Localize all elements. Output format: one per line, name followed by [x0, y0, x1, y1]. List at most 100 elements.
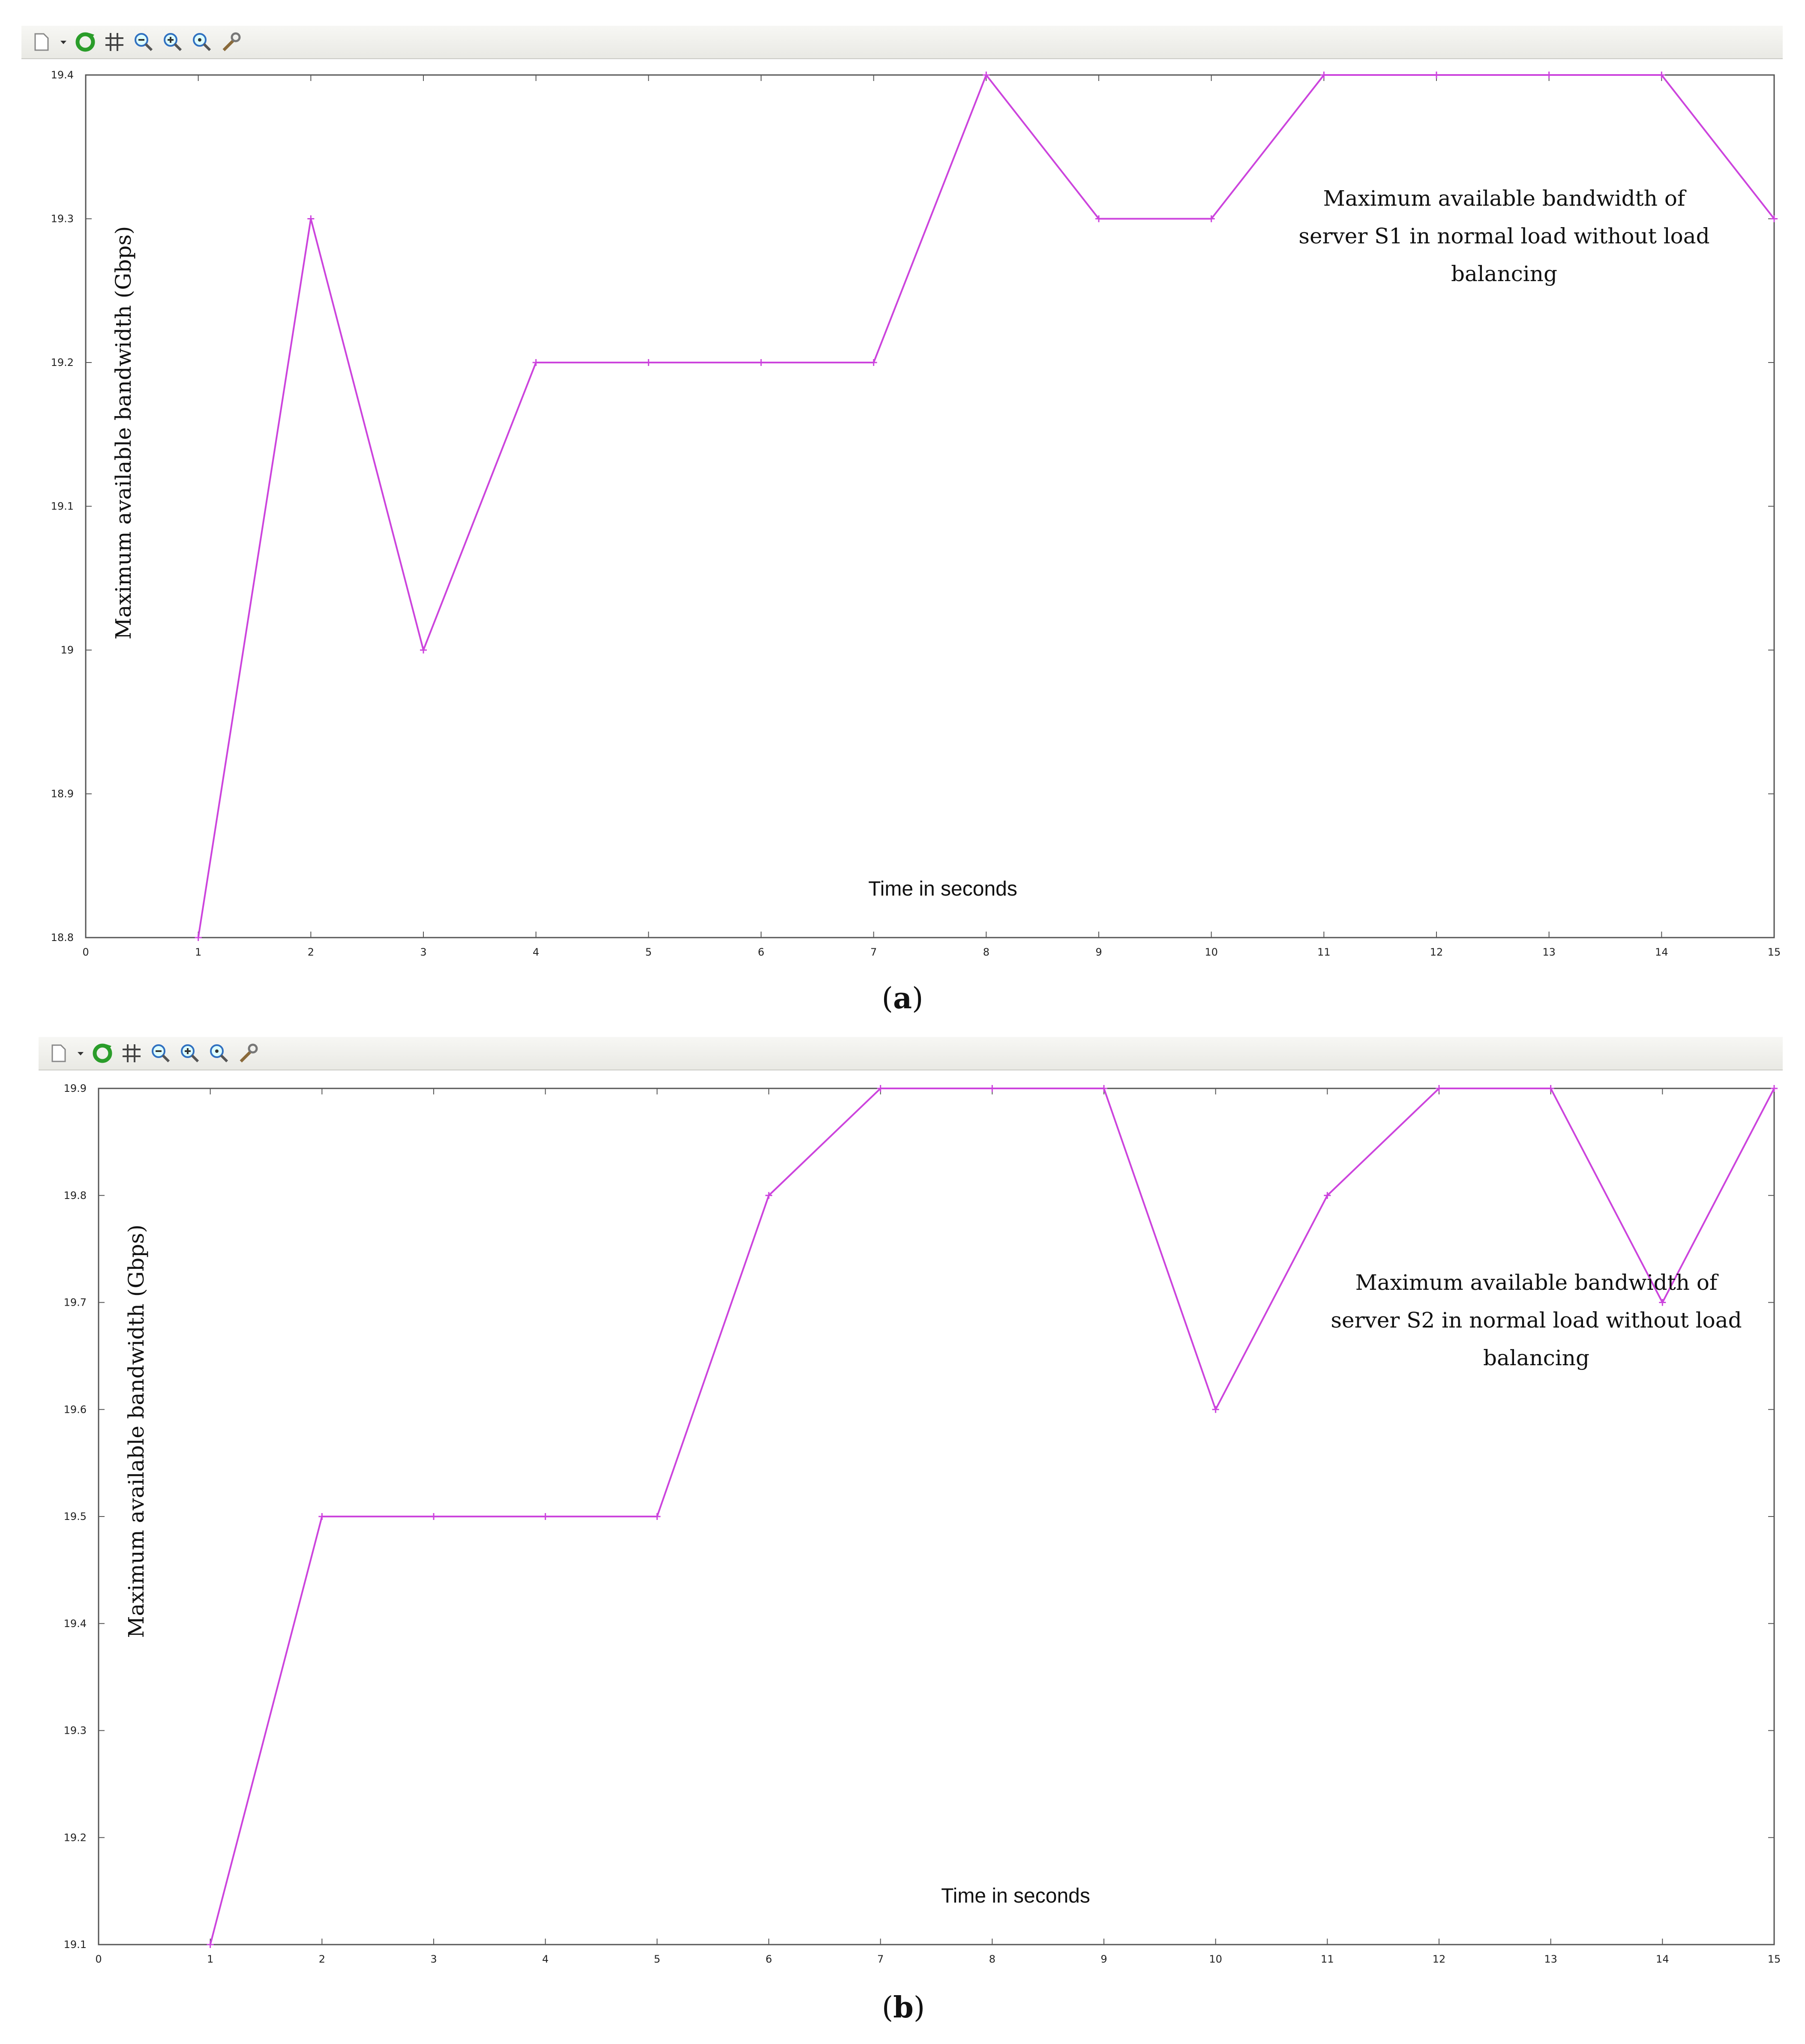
- x-tick-label: 11: [1321, 1953, 1334, 1965]
- x-tick-label: 5: [654, 1953, 660, 1965]
- x-tick-label: 6: [758, 946, 764, 958]
- annotation-line: balancing: [1483, 1346, 1589, 1370]
- x-tick-label: 6: [765, 1953, 772, 1965]
- data-point: [207, 1941, 214, 1948]
- data-point: [1208, 215, 1215, 222]
- settings-wrench-icon[interactable]: [219, 30, 243, 54]
- data-point: [1771, 215, 1778, 222]
- x-tick-label: 3: [430, 1953, 437, 1965]
- x-tick-label: 12: [1430, 946, 1443, 958]
- data-point: [1212, 1406, 1219, 1413]
- settings-wrench-icon[interactable]: [237, 1042, 260, 1065]
- data-point: [1547, 1085, 1554, 1092]
- zoom-in-icon[interactable]: [161, 30, 184, 54]
- y-tick-label: 19.2: [51, 357, 74, 369]
- x-axis-label: Time in seconds: [941, 1885, 1090, 1907]
- x-tick-label: 13: [1544, 1953, 1557, 1965]
- new-figure-icon[interactable]: [30, 30, 53, 54]
- y-tick-label: 18.9: [51, 788, 74, 800]
- annotation-line: balancing: [1451, 261, 1557, 286]
- data-point: [1433, 72, 1440, 78]
- y-tick-label: 19.5: [64, 1511, 87, 1523]
- data-point: [1545, 72, 1553, 78]
- data-point: [645, 359, 652, 366]
- data-point: [1100, 1085, 1107, 1092]
- data-point: [765, 1192, 772, 1199]
- data-point: [195, 934, 202, 941]
- data-point: [542, 1513, 549, 1520]
- x-tick-label: 4: [533, 946, 539, 958]
- data-point: [1436, 1085, 1442, 1092]
- data-point: [1658, 72, 1665, 78]
- annotation-line: server S1 in normal load without load: [1298, 224, 1709, 249]
- data-point: [420, 647, 427, 653]
- y-tick-label: 19.9: [64, 1082, 87, 1094]
- x-tick-label: 8: [983, 946, 989, 958]
- grid-icon[interactable]: [120, 1042, 143, 1065]
- x-tick-label: 4: [542, 1953, 549, 1965]
- dropdown-arrow-icon[interactable]: [76, 1042, 85, 1065]
- y-tick-label: 19: [60, 644, 74, 656]
- y-tick-label: 19.3: [64, 1725, 87, 1737]
- series-line: [209, 1088, 1775, 1945]
- annotation-line: Maximum available bandwidth of: [1355, 1270, 1719, 1295]
- data-point: [1095, 215, 1102, 222]
- x-tick-label: 9: [1100, 1953, 1107, 1965]
- x-tick-label: 7: [877, 1953, 884, 1965]
- y-tick-label: 18.8: [51, 932, 74, 944]
- caption-b: (b): [882, 1990, 925, 2025]
- refresh-icon[interactable]: [91, 1042, 114, 1065]
- y-tick-label: 19.8: [64, 1190, 87, 1202]
- x-tick-label: 15: [1768, 1953, 1781, 1965]
- annotation-line: Maximum available bandwidth of: [1323, 186, 1687, 211]
- caption-a: (a): [882, 981, 923, 1016]
- y-tick-label: 19.3: [51, 213, 74, 225]
- data-point: [430, 1513, 437, 1520]
- x-tick-label: 10: [1205, 946, 1218, 958]
- x-tick-label: 11: [1317, 946, 1331, 958]
- x-tick-label: 0: [82, 946, 89, 958]
- refresh-icon[interactable]: [74, 30, 97, 54]
- data-point: [983, 72, 990, 78]
- zoom-in-icon[interactable]: [178, 1042, 201, 1065]
- data-point: [877, 1085, 884, 1092]
- y-tick-label: 19.4: [51, 69, 74, 81]
- data-point: [870, 359, 877, 366]
- data-point: [989, 1085, 996, 1092]
- grid-icon[interactable]: [103, 30, 126, 54]
- y-tick-label: 19.1: [64, 1939, 87, 1951]
- data-point: [654, 1513, 661, 1520]
- y-tick-label: 19.1: [51, 501, 74, 512]
- y-tick-label: 19.7: [64, 1297, 87, 1309]
- x-tick-label: 12: [1433, 1953, 1446, 1965]
- zoom-out-icon[interactable]: [149, 1042, 172, 1065]
- dropdown-arrow-icon[interactable]: [59, 30, 68, 54]
- data-point: [1771, 1085, 1778, 1092]
- x-tick-label: 1: [195, 946, 201, 958]
- x-tick-label: 9: [1095, 946, 1102, 958]
- x-tick-label: 1: [207, 1953, 213, 1965]
- y-axis-label: Maximum available bandwidth (Gbps): [124, 1225, 149, 1638]
- x-tick-label: 14: [1655, 946, 1668, 958]
- zoom-reset-icon[interactable]: [190, 30, 213, 54]
- new-figure-icon[interactable]: [47, 1042, 70, 1065]
- y-axis-label: Maximum available bandwidth (Gbps): [111, 226, 136, 640]
- x-tick-label: 8: [989, 1953, 995, 1965]
- data-point: [1324, 1192, 1331, 1199]
- x-tick-label: 3: [420, 946, 426, 958]
- data-point: [1320, 72, 1328, 78]
- zoom-out-icon[interactable]: [132, 30, 155, 54]
- annotation-line: server S2 in normal load without load: [1331, 1308, 1742, 1333]
- x-axis-label: Time in seconds: [868, 878, 1017, 900]
- x-tick-label: 7: [870, 946, 877, 958]
- x-tick-label: 10: [1209, 1953, 1222, 1965]
- y-tick-label: 19.2: [64, 1831, 87, 1843]
- zoom-reset-icon[interactable]: [207, 1042, 231, 1065]
- y-tick-label: 19.6: [64, 1403, 87, 1415]
- line-chart-a: 0 1 2 3 4 5 6 7 8 9 10 11 12 13 14 1518.818.91919.119.2…: [51, 69, 1781, 958]
- toolbar-a: [21, 26, 1783, 59]
- x-tick-label: 13: [1542, 946, 1556, 958]
- x-tick-label: 0: [95, 1953, 102, 1965]
- x-tick-label: 14: [1656, 1953, 1669, 1965]
